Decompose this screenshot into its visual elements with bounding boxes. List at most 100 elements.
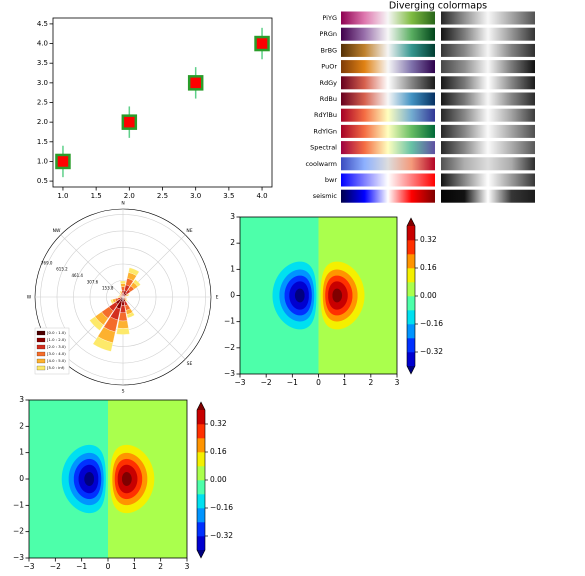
rose-segment [126,311,135,319]
x-tick-label: 2 [368,378,373,387]
colormap-name: RdYlBu [314,111,337,119]
rose-segment [127,293,130,297]
legend-label: [0.0 : 1.0) [47,330,66,335]
contour-region [332,288,343,303]
ring-label: 153.8 [102,286,114,291]
x-tick-label: 3 [185,562,190,571]
y-tick-label: 4.5 [37,20,48,28]
colormap-bar [341,108,435,122]
colormap-gray-bar [441,124,535,138]
x-tick-label: −1 [76,562,87,571]
ring-label: 615.2 [56,267,68,272]
y-tick-label: 0 [19,474,24,483]
y-tick-label: 1.0 [37,157,48,165]
colormap-bar [341,76,435,90]
colormap-name: bwr [325,176,337,184]
colorbar-frame [196,401,206,559]
y-tick-label: −3 [224,369,235,378]
direction-label: N [121,201,124,207]
rose-segment [119,290,123,293]
x-tick-label: −2 [261,378,272,387]
marker [187,75,204,91]
colorbar-extend-max [407,218,415,226]
colormap-bar [341,60,435,74]
colorbar-band [407,324,415,339]
colormap-name: PuOr [321,63,337,71]
direction-label: S [122,389,125,395]
y-tick-label: −2 [224,343,235,352]
colorbar-tick-label: 0.32 [210,419,227,428]
colormap-name: seismic [313,192,338,200]
legend-label: [3.0 : 4.0) [47,351,66,356]
colorbar-band [407,310,415,325]
x-tick-label: 3 [395,378,400,387]
colorbar-tick-label: −0.32 [420,347,443,356]
colormap-name: Spectral [310,144,337,152]
direction-label: SE [187,361,193,367]
legend-label: [5.0 : inf) [47,365,65,370]
x-tick-label: 3.0 [190,192,201,200]
colormap-bar [341,157,435,171]
contour-region [122,472,132,486]
spoke-grid [60,234,124,298]
colorbar-band [407,254,415,269]
colormap-gray-bar [441,157,535,171]
colorbar-band [197,410,205,425]
x-tick-label: 1 [342,378,347,387]
x-tick-label: −3 [23,562,34,571]
colorbar-tick-label: 0.00 [420,291,437,300]
colormap-bar [341,189,435,203]
colormap-bar [341,43,435,57]
y-tick-label: 1.5 [37,138,48,146]
colormap-gray-bar [441,92,535,106]
colormap-name: coolwarm [305,160,337,168]
colorbar-band [197,438,205,453]
colormap-gray-bar [441,27,535,41]
direction-label: NW [53,228,61,234]
colormap-bar [341,11,435,25]
legend-swatch [36,358,46,364]
colormap-gray-bar [441,76,535,90]
colorbar-band [197,536,205,551]
y-tick-label: 4.0 [37,40,48,48]
y-tick-label: 3 [230,212,235,221]
y-tick-label: −1 [13,500,24,509]
colorbar-band [197,480,205,495]
legend-label: [2.0 : 3.0) [47,344,66,349]
colormap-bar [341,92,435,106]
y-tick-label: 1 [19,448,24,457]
ring-label: 461.4 [72,273,84,278]
y-tick-label: 3.0 [37,79,48,87]
rose-segment [125,296,127,298]
contour-region [294,288,305,303]
x-tick-label: 2 [158,562,163,571]
colorbar-band [407,296,415,311]
colorbar-extend-min [407,366,415,374]
colorbar-band [197,508,205,523]
contour-plot [240,217,397,374]
legend-swatch [36,365,46,371]
colorbar-tick-label: −0.16 [420,319,443,328]
x-tick-label: 0 [106,562,111,571]
legend-swatch [36,337,46,343]
rose-segment [133,279,141,287]
colorbar-band [407,352,415,367]
rose-segment [117,320,129,329]
marker [254,35,270,52]
y-tick-label: −1 [224,317,235,326]
legend-label: [4.0 : 5.0) [47,358,66,363]
colormap-gray-bar [441,108,535,122]
legend-label: [1.0 : 2.0) [47,337,66,342]
y-tick-label: 3 [19,395,24,404]
colorbar-band [197,452,205,467]
rose-segment [89,316,104,331]
direction-label: NE [186,228,192,234]
colormap-name: BrBG [320,46,337,54]
x-tick-label: 1 [132,562,137,571]
rose-segment [125,297,128,300]
colorbar-tick-label: 0.16 [420,263,437,272]
x-tick-label: 1.0 [57,192,68,200]
chart-title: Diverging colormaps [389,1,487,12]
colorbar-tick-label: −0.16 [210,503,233,512]
colorbar-tick-label: 0.16 [210,447,227,456]
